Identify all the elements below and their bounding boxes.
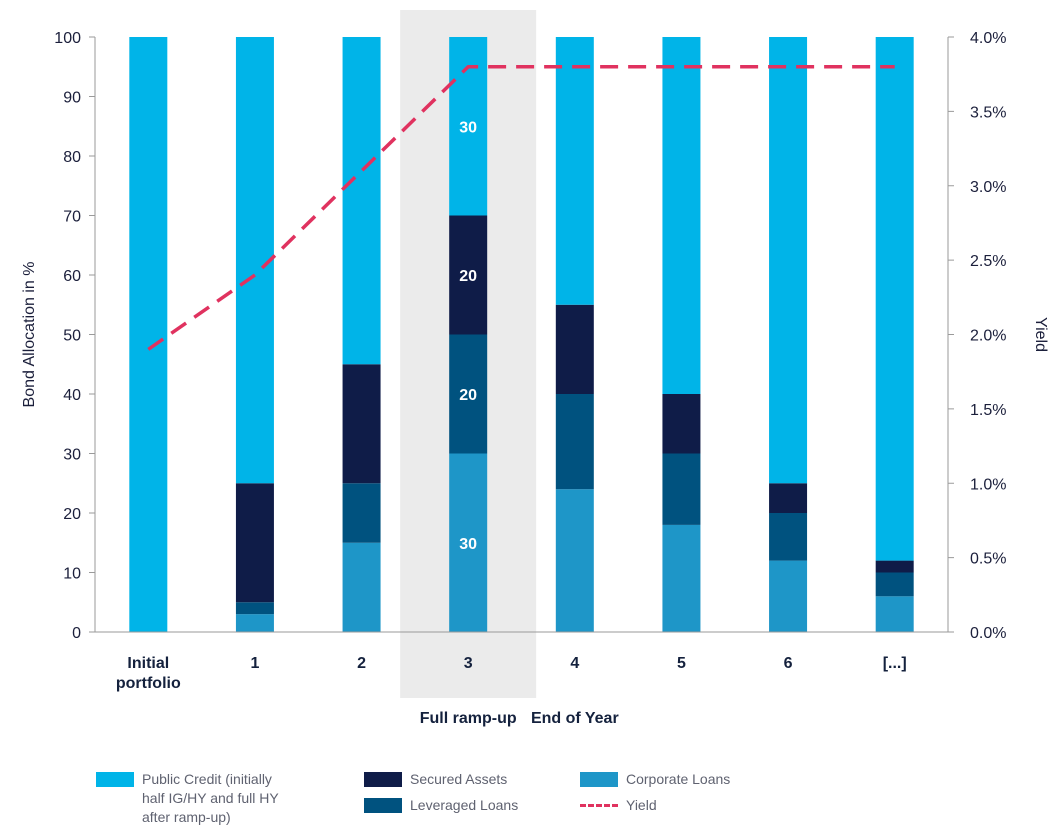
bar-secured-2 [342, 364, 381, 484]
legend-swatch-public-credit [96, 772, 134, 787]
yield-line [147, 65, 895, 351]
y2-tick-label: 4.0% [970, 30, 1006, 47]
bar-public-4 [555, 37, 594, 305]
bar-corporate-2 [342, 542, 381, 632]
x-tick-label: 4 [570, 655, 579, 672]
legend-label-public-credit: Public Credit (initially half IG/HY and … [142, 771, 279, 825]
x-tick-label: 3 [464, 655, 473, 672]
group-label: End of Year [531, 710, 619, 727]
data-label: 30 [459, 119, 477, 136]
data-label: 30 [459, 536, 477, 553]
bar-corporate-4 [555, 489, 594, 632]
legend-dash-yield [580, 804, 618, 807]
y2-tick-label: 1.0% [970, 476, 1006, 493]
x-tick-label: Initial portfolio [116, 655, 181, 692]
legend-label-secured-assets: Secured Assets [410, 771, 508, 787]
y-tick-label: 0 [72, 625, 81, 642]
legend-item-secured-assets: Secured Assets [364, 770, 564, 790]
y-tick-label: 40 [63, 387, 81, 404]
x-tick-label: 6 [784, 655, 793, 672]
bar-leveraged-3 [449, 334, 488, 454]
y-tick-label: 90 [63, 90, 81, 107]
bar-public-7 [875, 37, 914, 561]
legend-item-leveraged-loans: Leveraged Loans [364, 796, 564, 816]
y-tick-label: 50 [63, 328, 81, 345]
bar-public-6 [769, 37, 808, 484]
y2-tick-label: 2.0% [970, 328, 1006, 345]
legend-swatch-leveraged-loans [364, 798, 402, 813]
legend-item-corporate-loans: Corporate Loans [580, 770, 780, 790]
y2-tick-label: 0.5% [970, 551, 1006, 568]
bar-leveraged-2 [342, 483, 381, 543]
y2-tick-label: 3.5% [970, 104, 1006, 121]
bar-corporate-6 [769, 560, 808, 632]
y2-tick-label: 3.0% [970, 179, 1006, 196]
legend-label-corporate-loans: Corporate Loans [626, 771, 731, 787]
legend-swatch-corporate-loans [580, 772, 618, 787]
bar-corporate-1 [235, 614, 274, 632]
bar-secured-5 [662, 394, 701, 454]
data-label: 20 [459, 268, 477, 285]
bar-public-2 [342, 37, 381, 365]
y-tick-label: 100 [54, 30, 81, 47]
y2-axis-title: Yield [1032, 317, 1049, 352]
combo-chart: 0 10 20 30 40 50 60 70 80 90 100 0.0% 0.5% 1.0% 1.5% 2.… [21, 10, 1049, 727]
y-tick-label: 60 [63, 268, 81, 285]
y-tick-label: 70 [63, 209, 81, 226]
bar-leveraged-7 [875, 572, 914, 597]
bar-public-0 [129, 37, 168, 632]
y-tick-label: 20 [63, 506, 81, 523]
bar-secured-6 [769, 483, 808, 513]
y-tick-label: 30 [63, 447, 81, 464]
data-label: 20 [459, 387, 477, 404]
y-axis-title: Bond Allocation in % [21, 262, 38, 408]
bar-secured-1 [235, 483, 274, 603]
x-tick-label: [...] [883, 655, 907, 672]
y2-tick-label: 2.5% [970, 253, 1006, 270]
y2-tick-label: 1.5% [970, 402, 1006, 419]
legend-item-public-credit: Public Credit (initially half IG/HY and … [96, 770, 336, 827]
legend-item-yield: Yield [580, 796, 780, 816]
bar-leveraged-4 [555, 394, 594, 490]
y-tick-label: 80 [63, 149, 81, 166]
x-tick-label: 2 [357, 655, 366, 672]
x-tick-label: 5 [677, 655, 686, 672]
legend-label-yield: Yield [626, 797, 657, 813]
bar-secured-7 [875, 560, 914, 573]
bar-secured-3 [449, 215, 488, 335]
bar-leveraged-1 [235, 602, 274, 615]
legend-label-leveraged-loans: Leveraged Loans [410, 797, 519, 813]
legend-swatch-secured-assets [364, 772, 402, 787]
bar-public-1 [235, 37, 274, 484]
bar-public-5 [662, 37, 701, 394]
chart-legend: Public Credit (initially half IG/HY and … [96, 770, 1016, 825]
y2-tick-label: 0.0% [970, 625, 1006, 642]
group-label: Full ramp-up [420, 710, 517, 727]
bar-corporate-5 [662, 524, 701, 632]
x-tick-label: 1 [250, 655, 259, 672]
bar-leveraged-5 [662, 453, 701, 525]
bar-corporate-3 [449, 453, 488, 632]
bar-corporate-7 [875, 596, 914, 632]
bar-leveraged-6 [769, 513, 808, 561]
y-tick-label: 10 [63, 566, 81, 583]
bar-secured-4 [555, 304, 594, 394]
